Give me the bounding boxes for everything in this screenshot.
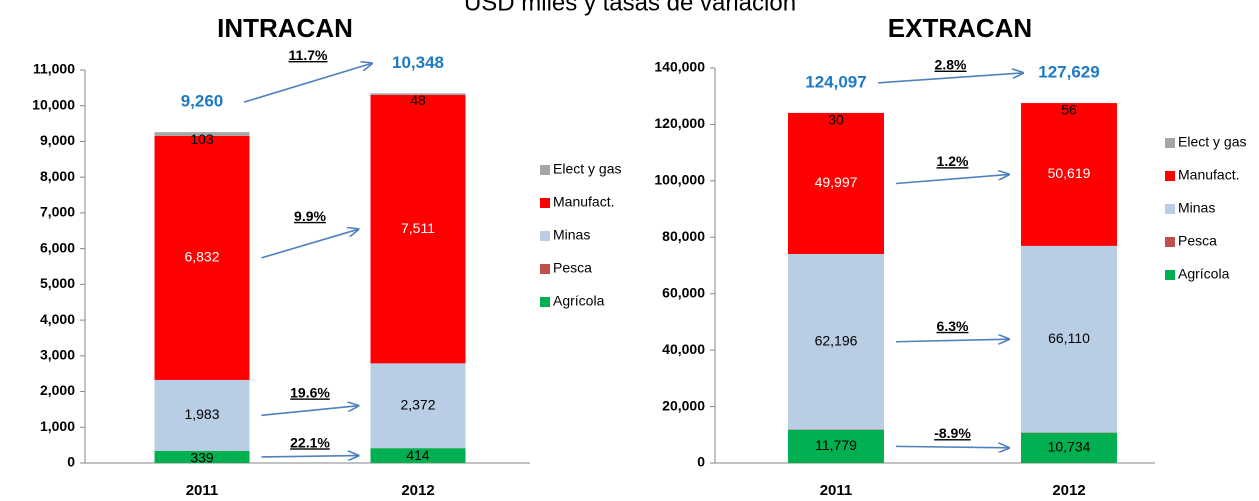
change-arrow [895, 174, 1009, 185]
y-tick-label: 5,000 [40, 275, 75, 291]
bar-segment [370, 93, 466, 96]
y-tick-label: 6,000 [40, 239, 75, 255]
change-label: 22.1% [290, 434, 330, 450]
y-tick-label: 2,000 [40, 382, 75, 398]
legend-label: Elect y gas [1178, 134, 1246, 150]
bar-segment [154, 132, 250, 136]
change-arrow [895, 446, 1009, 447]
data-label: 50,619 [1048, 165, 1091, 181]
legend-label: Pesca [553, 260, 592, 276]
bar-segment [370, 448, 466, 463]
legend-swatch [1165, 270, 1175, 280]
page-title: USD miles y tasas de variación [464, 0, 796, 16]
legend-swatch [540, 165, 550, 175]
y-tick-label: 100,000 [654, 172, 705, 188]
change-arrow [261, 406, 359, 417]
data-label: 10,734 [1048, 439, 1091, 455]
legend-label: Manufact. [553, 194, 614, 210]
legend-label: Minas [1178, 200, 1215, 216]
data-label: 2,372 [400, 396, 435, 412]
y-tick-label: 80,000 [662, 228, 705, 244]
y-tick-label: 40,000 [662, 341, 705, 357]
legend-label: Agrícola [1178, 266, 1230, 282]
bar-segment [788, 254, 884, 430]
chart-title: INTRACAN [217, 13, 353, 43]
change-label: -8.9% [934, 425, 971, 441]
data-label: 48 [410, 92, 426, 108]
total-label: 9,260 [181, 92, 224, 111]
data-label: 66,110 [1048, 330, 1090, 346]
data-label: 62,196 [815, 332, 858, 348]
data-label: 56 [1061, 102, 1077, 118]
y-tick-label: 10,000 [32, 96, 75, 112]
change-label: 19.6% [290, 384, 330, 400]
data-label: 11,779 [815, 437, 857, 453]
legend-swatch [1165, 237, 1175, 247]
data-label: 49,997 [815, 174, 858, 190]
total-label: 124,097 [805, 72, 866, 91]
y-tick-label: 0 [697, 454, 705, 470]
bar-segment [788, 429, 884, 463]
change-label: 9.9% [294, 208, 326, 224]
bar-segment [370, 95, 466, 364]
bar-segment [1021, 432, 1117, 463]
y-tick-label: 11,000 [33, 61, 75, 77]
change-arrow [877, 73, 1023, 84]
change-label: 6.3% [937, 318, 969, 334]
change-label: 11.7% [289, 47, 328, 63]
legend-label: Pesca [1178, 233, 1217, 249]
bar-segment [1021, 245, 1117, 433]
y-tick-label: 3,000 [40, 347, 75, 363]
y-tick-label: 0 [67, 454, 75, 470]
change-arrow [895, 339, 1009, 342]
data-label: 414 [406, 447, 430, 463]
bar-segment [154, 450, 250, 463]
y-tick-label: 140,000 [654, 59, 705, 75]
chart-title: EXTRACAN [888, 13, 1032, 43]
y-tick-label: 120,000 [654, 115, 705, 131]
x-tick-label: 2012 [1052, 482, 1085, 499]
legend-swatch [1165, 204, 1175, 214]
legend-label: Manufact. [1178, 167, 1239, 183]
change-arrow [261, 229, 359, 259]
change-arrow [261, 456, 359, 457]
legend-swatch [540, 231, 550, 241]
x-tick-label: 2012 [401, 482, 434, 499]
data-label: 30 [828, 112, 844, 128]
y-tick-label: 7,000 [40, 204, 75, 220]
legend-swatch [1165, 171, 1175, 181]
legend-swatch [540, 198, 550, 208]
total-label: 10,348 [392, 53, 444, 72]
x-tick-label: 2011 [820, 482, 853, 499]
x-tick-label: 2011 [186, 482, 219, 499]
legend-swatch [540, 264, 550, 274]
change-label: 2.8% [935, 57, 967, 73]
data-label: 6,832 [184, 249, 219, 265]
change-label: 1.2% [937, 153, 969, 169]
y-tick-label: 1,000 [40, 418, 75, 434]
bar-segment [370, 363, 466, 449]
bar-segment [1021, 103, 1117, 246]
legend-swatch [540, 297, 550, 307]
change-arrow [243, 63, 372, 103]
y-tick-label: 8,000 [40, 168, 75, 184]
y-tick-label: 9,000 [40, 132, 75, 148]
total-label: 127,629 [1038, 62, 1099, 81]
data-label: 7,511 [401, 220, 435, 236]
data-label: 103 [190, 131, 214, 147]
bar-segment [154, 135, 250, 380]
legend-swatch [1165, 138, 1175, 148]
bar-segment [788, 112, 884, 255]
legend-label: Minas [553, 227, 590, 243]
data-label: 339 [190, 450, 214, 466]
data-label: 1,983 [184, 406, 219, 422]
legend-label: Agrícola [553, 293, 605, 309]
bar-segment [154, 379, 250, 451]
y-tick-label: 4,000 [40, 311, 75, 327]
y-tick-label: 20,000 [662, 397, 705, 413]
legend-label: Elect y gas [553, 161, 621, 177]
y-tick-label: 60,000 [662, 284, 705, 300]
